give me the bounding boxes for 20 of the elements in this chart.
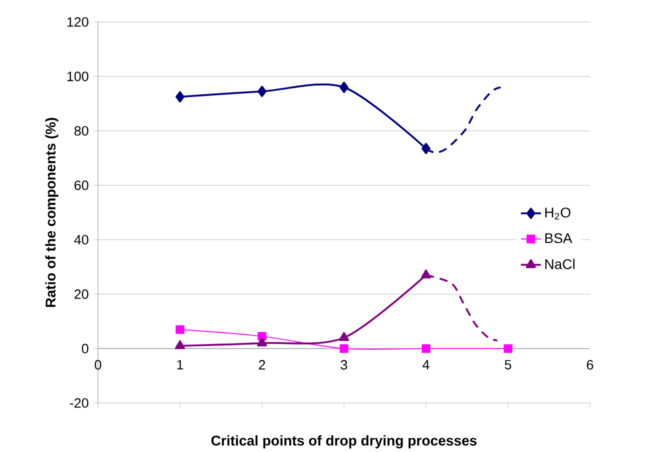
x-tick-label: 3 [340, 360, 348, 370]
x-tick-label: 0 [94, 360, 102, 370]
y-tick-label: 80 [74, 126, 88, 136]
y-tick-label: 20 [74, 289, 88, 299]
y-tick-label: 0 [82, 344, 88, 354]
y-tick-label: 100 [67, 72, 88, 82]
y-tick-label: 40 [74, 234, 88, 244]
x-tick-label: 1 [177, 360, 184, 370]
legend-label: H$_{2}$O [545, 208, 570, 220]
x-tick-label: 5 [504, 360, 512, 370]
y-tick-label: -20 [70, 398, 88, 408]
y-axis-title: Ratio of the components (%) [45, 118, 58, 307]
y-tick-label: 120 [67, 17, 88, 27]
x-tick-label: 6 [586, 360, 594, 370]
legend-label: NaCl [545, 258, 574, 270]
x-axis-title: Critical points of drop drying processes [211, 435, 477, 448]
legend-label: BSA [545, 233, 572, 244]
x-tick-label: 4 [422, 360, 430, 370]
y-tick-label: 60 [74, 180, 88, 190]
x-tick-label: 2 [258, 360, 266, 370]
